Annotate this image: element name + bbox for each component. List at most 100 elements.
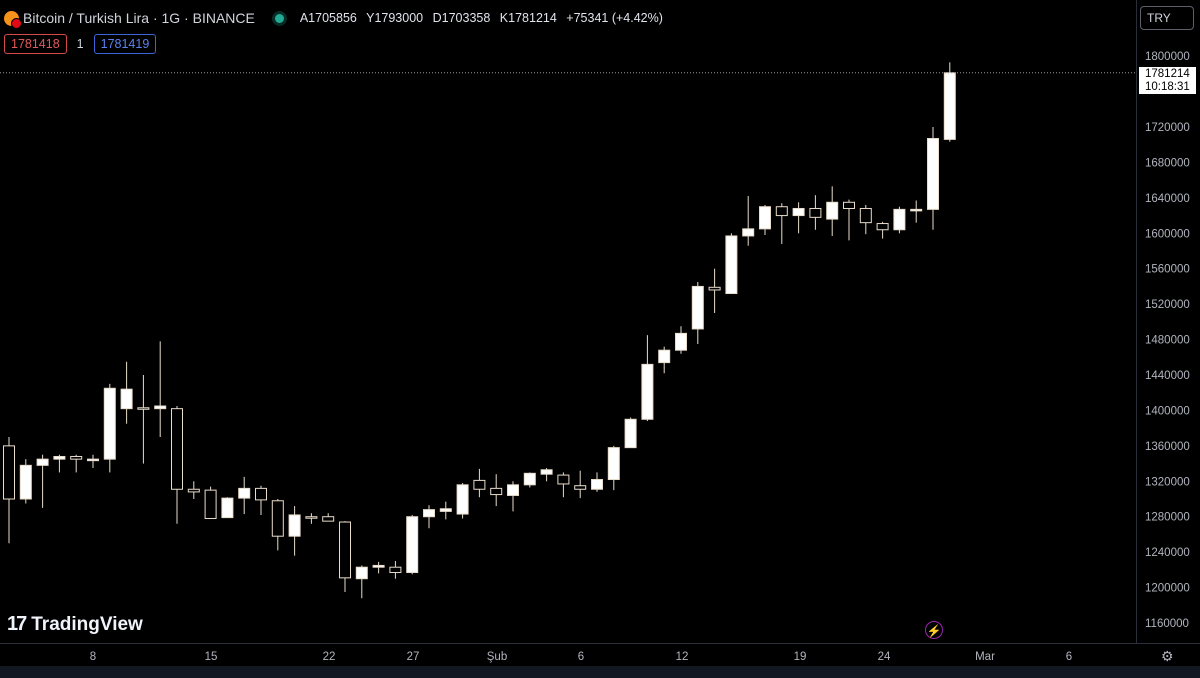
candle[interactable] [154,341,167,437]
candle-body-up [53,455,66,460]
candle[interactable] [3,437,15,544]
candle-body-up [691,285,704,330]
candle[interactable] [775,203,788,244]
candle[interactable] [137,375,150,464]
candle[interactable] [624,417,637,449]
candle[interactable] [507,481,519,512]
candle-body-up [238,487,251,499]
candle[interactable] [305,513,318,524]
x-tick-label: 8 [90,651,96,663]
candle[interactable] [355,565,368,599]
candle[interactable] [171,406,183,524]
candle[interactable] [876,221,889,239]
candle[interactable] [859,204,872,235]
tradingview-mark-icon: 17 [7,613,27,635]
tradingview-logo[interactable]: 17 TradingView [7,613,143,636]
candle[interactable] [36,454,49,508]
candle-body-down [490,487,503,496]
y-tick-label: 1160000 [1145,618,1189,630]
candle[interactable] [658,346,671,374]
candle[interactable] [19,459,32,504]
candle[interactable] [389,561,402,579]
bottom-panel [0,666,1200,678]
candle[interactable] [439,501,452,520]
bitcoin-icon [4,10,22,29]
candle[interactable] [490,474,503,507]
candle[interactable] [641,335,654,422]
candle[interactable] [372,561,385,574]
y-tick-label: 1800000 [1145,51,1190,63]
candle[interactable] [675,326,687,354]
candle[interactable] [943,62,956,142]
candle[interactable] [288,506,301,556]
candle[interactable] [238,476,251,515]
candle-body-up [439,508,452,512]
candle[interactable] [557,472,570,498]
candle[interactable] [910,200,923,223]
candle[interactable] [255,485,267,515]
candle-body-down [843,201,855,209]
currency-button[interactable]: TRY [1140,6,1194,30]
y-tick-label: 1520000 [1145,299,1190,311]
candle[interactable] [591,472,603,492]
candle[interactable] [574,470,587,499]
candle-body-down [187,488,200,493]
symbol-title[interactable]: Bitcoin / Turkish Lira · 1G · BINANCE [23,10,255,26]
candle[interactable] [120,361,133,424]
candle[interactable] [759,204,771,236]
candle-body-up [103,387,116,460]
candle[interactable] [708,268,721,313]
candle[interactable] [53,454,66,473]
candle-body-up [675,332,687,351]
candle[interactable] [322,513,335,522]
candle[interactable] [456,483,469,519]
candle[interactable] [607,445,620,491]
candle-body-down [255,487,267,501]
candle[interactable] [540,468,553,482]
buy-price-button[interactable]: 1781419 [93,34,157,54]
candle[interactable] [406,514,419,575]
candle[interactable] [271,499,284,551]
candle[interactable] [843,199,855,241]
candle-body-up [372,564,385,568]
y-tick-label: 1480000 [1145,335,1190,347]
candle[interactable] [742,196,755,246]
ohlc-values: A1705856 Y1793000 D1703358 K1781214 +753… [300,11,669,25]
candle[interactable] [792,202,805,234]
candle[interactable] [725,233,738,295]
candle[interactable] [221,497,234,519]
candle[interactable] [691,282,704,344]
x-tick-label: 15 [205,651,218,663]
market-status-icon[interactable] [274,13,284,23]
candle[interactable] [826,186,839,236]
candle[interactable] [204,486,217,519]
ohlc-low: D1703358 [432,11,491,25]
gear-icon[interactable]: ⚙ [1161,648,1174,664]
sell-price-button[interactable]: 1781418 [4,34,67,54]
candle-body-down [389,566,402,574]
candle-body-up [943,72,956,140]
candle[interactable] [70,454,83,473]
candle[interactable] [893,206,906,234]
candle-body-up [154,405,167,410]
y-tick-label: 1320000 [1145,476,1190,488]
candle[interactable] [927,127,939,230]
candle-body-down [775,206,788,217]
candle[interactable] [103,383,116,473]
y-tick-label: 1640000 [1145,193,1190,205]
lightning-icon[interactable]: ⚡ [925,621,943,639]
x-tick-label: 12 [676,651,689,663]
candle[interactable] [339,521,351,592]
candle-body-up [742,228,755,237]
candle[interactable] [187,481,200,499]
candle[interactable] [809,195,822,230]
candle[interactable] [523,472,536,488]
candle[interactable] [87,454,99,468]
tradingview-logo-text: TradingView [31,613,143,635]
spread-value: 1 [76,37,84,51]
candle[interactable] [423,505,435,529]
candle[interactable] [473,468,486,498]
y-tick-label: 1200000 [1145,583,1190,595]
